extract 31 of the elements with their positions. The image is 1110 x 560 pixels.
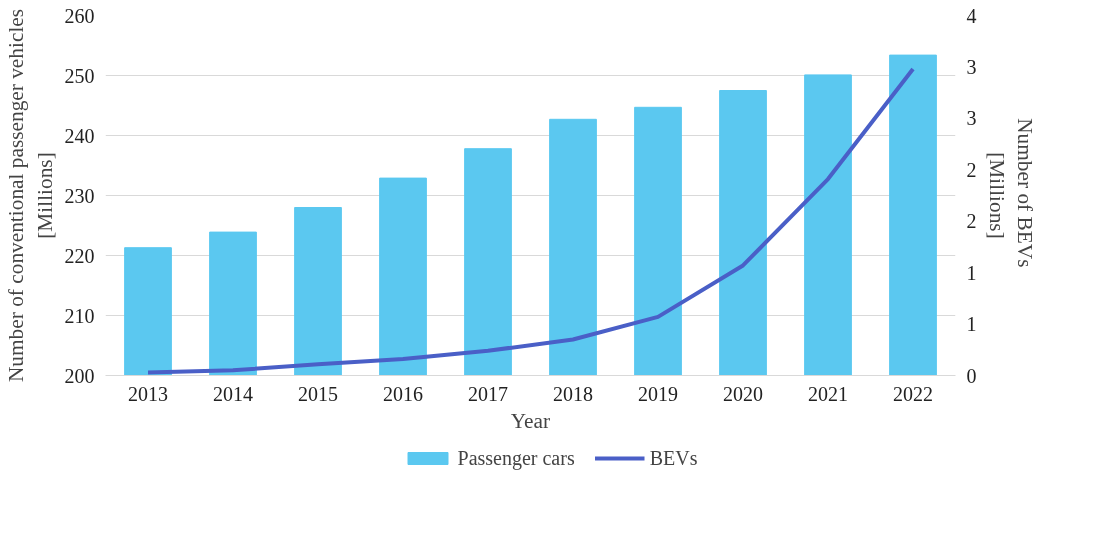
y2-tick-label: 0 — [966, 364, 977, 387]
x-tick-label: 2020 — [723, 382, 763, 405]
x-tick-label: 2022 — [893, 382, 933, 405]
y2-tick-label: 3 — [966, 107, 977, 130]
y2-tick-label: 3 — [966, 55, 977, 78]
y2-tick-label: 1 — [966, 313, 977, 336]
y2-tick-label: 2 — [966, 210, 977, 233]
x-tick-label: 2015 — [298, 382, 338, 405]
y-tick-label: 220 — [64, 244, 95, 267]
y-tick-label: 210 — [64, 304, 95, 327]
legend-label: Passenger cars — [457, 446, 575, 469]
line-series — [146, 66, 915, 375]
x-tick-label: 2013 — [128, 382, 168, 405]
y-tick-label: 200 — [64, 364, 95, 387]
y2-tick-label: 4 — [966, 4, 977, 27]
y2-axis-title: Number of BEVs [Millions] — [984, 118, 1038, 268]
y-tick-label: 260 — [64, 4, 95, 27]
x-axis-title: Year — [510, 408, 551, 433]
x-tick-label: 2016 — [383, 382, 423, 405]
y-axis-title: Number of conventional passenger vehicles [Millions] — [3, 8, 57, 383]
x-tick-label: 2014 — [213, 382, 253, 405]
x-tick-label: 2017 — [468, 382, 508, 405]
y2-tick-label: 2 — [966, 158, 977, 181]
y-tick-label: 230 — [64, 184, 95, 207]
x-tick-label: 2018 — [553, 382, 593, 405]
y-tick-label: 250 — [64, 64, 95, 87]
y-tick-label: 240 — [64, 124, 95, 147]
legend-label: BEVs — [649, 446, 698, 469]
x-tick-label: 2021 — [808, 382, 848, 405]
x-tick-label: 2019 — [638, 382, 678, 405]
y2-tick-label: 1 — [966, 261, 977, 284]
